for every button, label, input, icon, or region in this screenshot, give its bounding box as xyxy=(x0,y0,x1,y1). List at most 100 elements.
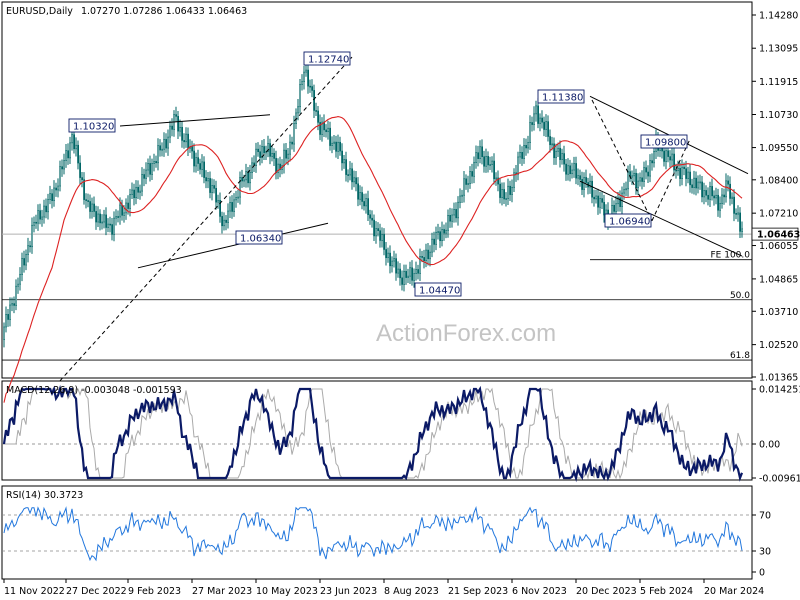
annotation-box xyxy=(235,230,283,245)
macd-line xyxy=(2,384,744,483)
candle-body xyxy=(589,180,592,188)
candle-body xyxy=(21,258,24,275)
candle-body xyxy=(67,150,70,159)
rsi-panel xyxy=(1,485,753,580)
candle-body xyxy=(459,195,462,203)
candle-body xyxy=(115,216,118,219)
candle-body xyxy=(421,256,424,258)
candle-body xyxy=(673,153,676,171)
candle-body xyxy=(601,198,604,203)
candle-body xyxy=(357,183,360,200)
annotation-box xyxy=(640,134,688,149)
candle-body xyxy=(285,149,288,159)
candle-body xyxy=(461,194,464,197)
candle-body xyxy=(255,148,258,166)
candle-body xyxy=(221,216,224,227)
level-label: 61.8 xyxy=(730,351,750,361)
candle-body xyxy=(511,186,514,195)
annotation-label: 1.04470 xyxy=(419,286,460,297)
candle-body xyxy=(73,134,76,150)
candle-body xyxy=(581,179,584,190)
candle-body xyxy=(431,238,434,253)
candle-body xyxy=(453,209,456,216)
rsi-line xyxy=(3,506,743,562)
candle-body xyxy=(87,200,90,202)
candle-body xyxy=(95,211,98,223)
candle-body xyxy=(497,177,500,185)
candle-body xyxy=(739,212,742,232)
price-ytick-label: 1.06055 xyxy=(759,241,798,252)
price-ytick-label: 1.13095 xyxy=(759,44,798,55)
candle-body xyxy=(391,260,394,267)
ohlc-values: 1.07270 1.07286 1.06433 1.06463 xyxy=(81,6,247,17)
xtick-label: 5 Feb 2024 xyxy=(640,586,693,597)
candle-body xyxy=(463,178,466,196)
candle-body xyxy=(155,161,158,164)
candle-body xyxy=(737,212,740,215)
candle-body xyxy=(361,192,364,202)
candle-body xyxy=(99,213,102,224)
candle-body xyxy=(301,81,304,85)
candle-body xyxy=(403,271,406,285)
candle-body xyxy=(671,153,674,161)
candle-body xyxy=(709,186,712,200)
candle-body xyxy=(177,116,180,132)
candle-body xyxy=(547,121,550,137)
candle-body xyxy=(513,172,516,188)
xtick-label: 8 Aug 2023 xyxy=(384,586,439,597)
candle-body xyxy=(487,156,490,166)
candle-body xyxy=(705,190,708,196)
trendline-dashed-rise xyxy=(59,56,353,382)
candle-body xyxy=(457,201,460,219)
candle-body xyxy=(481,146,484,157)
candle-body xyxy=(75,144,78,150)
candle-body xyxy=(203,161,206,178)
candle-body xyxy=(13,303,16,306)
xtick-label: 9 Feb 2023 xyxy=(128,586,181,597)
annotation-box xyxy=(604,213,652,228)
candle-body xyxy=(147,163,150,171)
candle-body xyxy=(367,198,370,215)
candle-body xyxy=(717,194,720,211)
candle-body xyxy=(123,212,126,216)
candle-body xyxy=(315,110,318,112)
candle-body xyxy=(213,185,216,189)
xtick-label: 10 May 2023 xyxy=(256,586,318,597)
candle-body xyxy=(239,177,242,198)
candle-body xyxy=(207,178,210,182)
candle-body xyxy=(331,142,334,146)
candle-body xyxy=(545,121,548,130)
candle-body xyxy=(89,201,92,212)
candle-body xyxy=(407,275,410,278)
rsi-ytick-label: 30 xyxy=(759,547,771,558)
xtick-label: 6 Nov 2023 xyxy=(512,586,567,597)
candle-body xyxy=(83,179,86,200)
price-ytick-label: 1.01365 xyxy=(759,373,798,384)
candle-body xyxy=(623,189,626,194)
candle-body xyxy=(741,228,744,232)
candle-body xyxy=(317,110,320,123)
candle-body xyxy=(59,166,62,187)
annotation-box xyxy=(303,51,351,66)
trendline-dashed-rebound xyxy=(651,138,691,221)
candle-body xyxy=(171,125,174,130)
price-ytick-label: 1.03710 xyxy=(759,307,798,318)
candle-body xyxy=(691,184,694,188)
candle-body xyxy=(61,166,64,170)
candle-body xyxy=(141,174,144,192)
candle-body xyxy=(723,194,726,198)
xtick-label: 20 Mar 2024 xyxy=(704,586,764,597)
candle-body xyxy=(617,197,620,205)
candle-body xyxy=(231,202,234,212)
candle-body xyxy=(53,187,56,201)
rsi-ytick-label: 70 xyxy=(759,511,771,522)
candle-body xyxy=(703,190,706,198)
macd-ytick-label: 0.00 xyxy=(759,440,780,451)
trendline-upper-2023 xyxy=(119,114,271,127)
xtick-label: 27 Mar 2023 xyxy=(192,586,252,597)
candle-body xyxy=(475,152,478,163)
candle-body xyxy=(425,249,428,262)
candle-body xyxy=(539,117,542,124)
symbol-title: EURUSD,Daily xyxy=(6,6,73,17)
